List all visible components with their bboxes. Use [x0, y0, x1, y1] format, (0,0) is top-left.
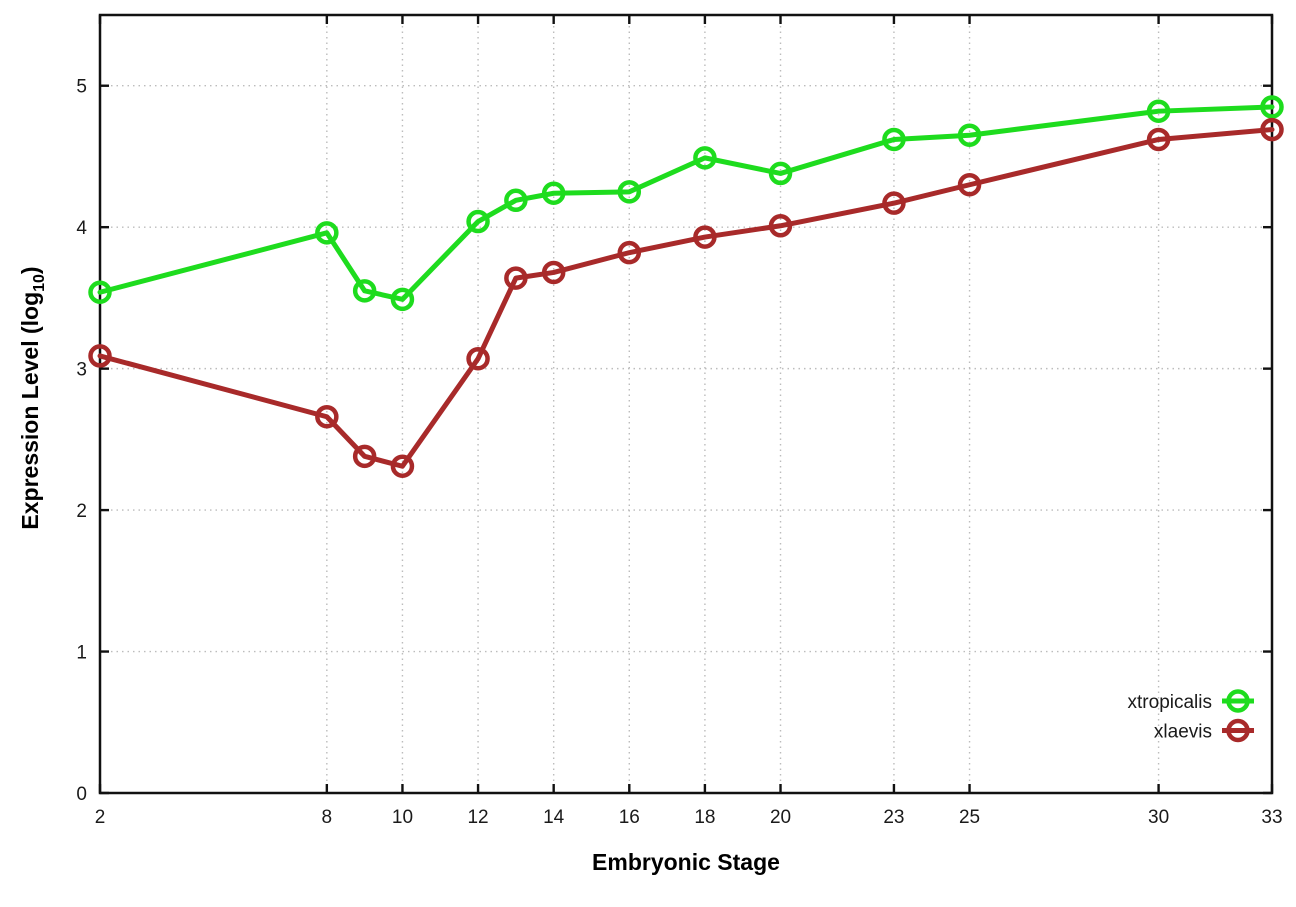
data-point-xlaevis — [390, 454, 415, 478]
x-tick-label: 18 — [694, 807, 715, 828]
y-axis-title: Expression Level (log10) — [17, 266, 49, 529]
x-tick-label: 23 — [883, 807, 904, 828]
x-axis-title: Embryonic Stage — [592, 849, 780, 875]
legend-marker-icon — [1226, 718, 1250, 743]
data-point-xtropicalis — [1260, 95, 1284, 119]
data-point-xlaevis — [88, 344, 112, 368]
data-point-xlaevis — [882, 191, 906, 215]
data-point-xlaevis — [617, 240, 642, 265]
legend-label-xtropicalis: xtropicalis — [1128, 692, 1212, 713]
data-point-xlaevis — [1146, 127, 1171, 152]
y-axis-title-text: Expression Level (log — [17, 291, 44, 530]
data-point-xtropicalis — [617, 180, 642, 204]
data-point-xlaevis — [352, 444, 377, 469]
x-tick-label: 16 — [619, 807, 640, 828]
x-tick-label: 20 — [770, 807, 791, 828]
x-tick-label: 33 — [1261, 807, 1282, 828]
data-point-xtropicalis — [693, 146, 717, 170]
data-point-xlaevis — [768, 214, 793, 238]
y-tick-label: 1 — [76, 643, 87, 664]
data-point-xtropicalis — [768, 161, 793, 186]
data-point-xlaevis — [957, 172, 982, 197]
data-point-xtropicalis — [504, 188, 528, 213]
x-tick-label: 25 — [959, 807, 980, 828]
plot-border — [98, 13, 1274, 795]
data-point-xtropicalis — [1146, 99, 1171, 123]
y-tick-label: 5 — [76, 77, 87, 98]
data-point-xtropicalis — [352, 279, 377, 303]
x-tick-label: 8 — [322, 807, 333, 828]
y-tick-label: 3 — [76, 360, 87, 381]
data-point-xtropicalis — [957, 123, 982, 147]
x-tick-label: 14 — [543, 807, 565, 828]
data-point-xtropicalis — [882, 127, 906, 152]
series-line-xlaevis — [97, 127, 1275, 469]
y-axis-title-suffix: ) — [17, 266, 44, 275]
legend-label-xlaevis: xlaevis — [1154, 722, 1212, 743]
data-point-xtropicalis — [88, 280, 112, 305]
x-tick-label: 2 — [95, 807, 106, 828]
data-point-xlaevis — [466, 346, 490, 371]
data-point-xlaevis — [693, 225, 717, 249]
y-tick-label: 0 — [76, 784, 87, 805]
data-point-xlaevis — [1260, 117, 1284, 142]
data-point-xlaevis — [504, 266, 528, 290]
data-point-xtropicalis — [466, 209, 490, 234]
data-point-xtropicalis — [390, 287, 415, 312]
x-tick-label: 30 — [1148, 807, 1169, 828]
legend-marker-icon — [1226, 689, 1250, 713]
x-tick-label: 10 — [392, 807, 413, 828]
data-point-xlaevis — [315, 404, 339, 429]
series-line-xtropicalis — [97, 104, 1275, 302]
y-tick-label: 2 — [76, 501, 87, 522]
y-tick-label: 4 — [76, 218, 87, 239]
data-point-xlaevis — [541, 260, 566, 285]
data-point-xtropicalis — [541, 181, 566, 205]
data-point-xtropicalis — [315, 221, 339, 245]
x-tick-label: 12 — [467, 807, 488, 828]
y-axis-title-subscript: 10 — [30, 274, 48, 292]
